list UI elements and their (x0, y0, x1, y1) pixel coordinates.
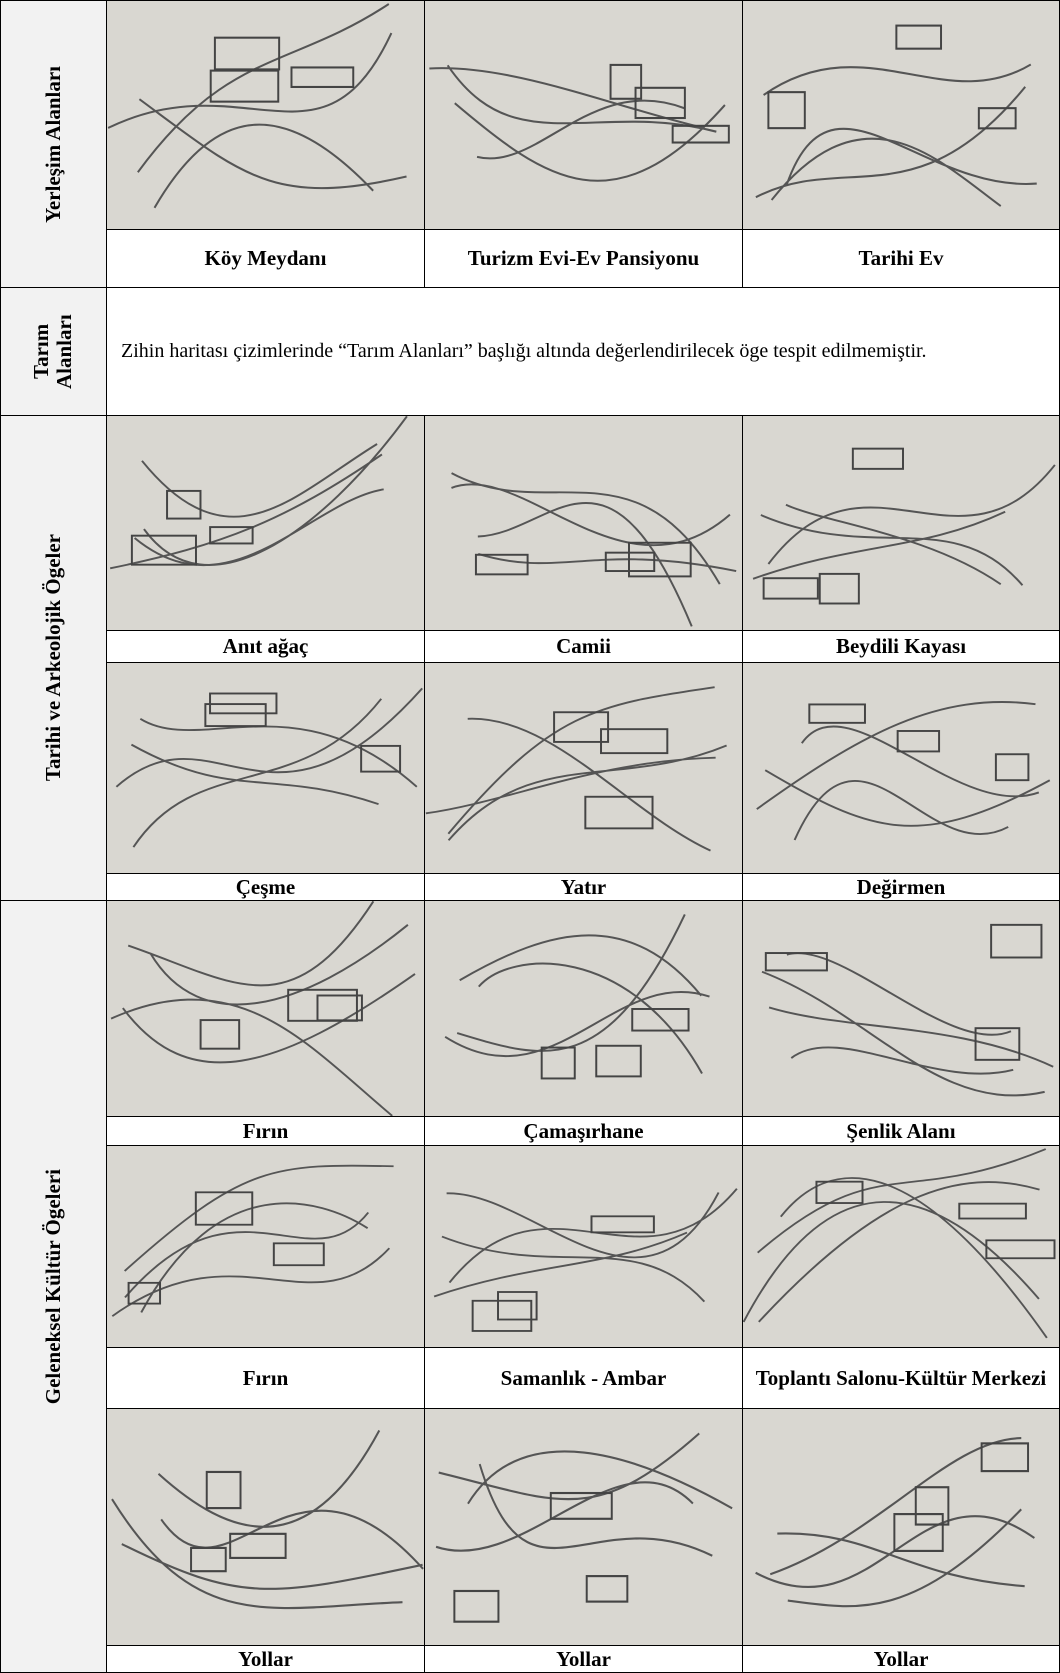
caption-text: Çamaşırhane (523, 1118, 644, 1143)
sketch (743, 1148, 1056, 1339)
caption-text: Toplantı Salonu-Kültür Merkezi (755, 1365, 1047, 1390)
sketch (761, 923, 1054, 1097)
caption: Köy Meydanı (107, 230, 425, 288)
section-text-content: Zihin haritası çizimlerinde “Tarım Alanl… (121, 340, 927, 362)
sketch-image (425, 1146, 743, 1348)
caption: Toplantı Salonu-Kültür Merkezi (743, 1348, 1060, 1409)
sketch (444, 913, 710, 1080)
sketch (433, 1188, 738, 1332)
caption: Camii (425, 631, 743, 663)
sketch-image (425, 1409, 743, 1646)
caption: Tarihi Ev (743, 230, 1060, 288)
caption-text: Değirmen (856, 874, 946, 899)
caption: Çeşme (107, 874, 425, 901)
caption: Samanlık - Ambar (425, 1348, 743, 1409)
sketch (111, 1164, 394, 1317)
caption-text: Camii (556, 634, 611, 659)
sketch (429, 63, 730, 182)
sketch-image (425, 416, 743, 631)
section-label-text: Yerleşim Alanları (40, 65, 65, 223)
sketch (110, 901, 416, 1116)
caption: Yollar (743, 1646, 1060, 1673)
section-label-text: Tarihi ve Arkeolojik Ögeler (40, 534, 65, 782)
sketch-image (425, 901, 743, 1117)
sketch-image (107, 416, 425, 631)
caption-text: Turizm Evi-Ev Pansiyonu (467, 246, 700, 271)
caption: Fırın (107, 1117, 425, 1146)
caption-text: Tarihi Ev (858, 246, 944, 271)
caption-text: Fırın (242, 1365, 289, 1390)
section-label: Tarihi ve Arkeolojik Ögeler (0, 416, 107, 901)
caption-text: Yollar (873, 1646, 929, 1671)
caption-text: Anıt ağaç (222, 634, 309, 659)
sketch (755, 24, 1037, 207)
section-label: Yerleşim Alanları (0, 1, 107, 288)
sketch-image (425, 663, 743, 874)
sketch (451, 472, 737, 627)
caption: Turizm Evi-Ev Pansiyonu (425, 230, 743, 288)
sketch-image (107, 663, 425, 874)
sketch-image (425, 1, 743, 230)
sketch-image (743, 1409, 1060, 1646)
caption-text: Yollar (238, 1646, 293, 1671)
sketch (107, 3, 407, 209)
caption: Anıt ağaç (107, 631, 425, 663)
caption-text: Yatır (560, 874, 607, 899)
sketch (756, 701, 1051, 841)
section-label: Tarım Alanları (0, 288, 107, 416)
caption: Yatır (425, 874, 743, 901)
sketch-image (107, 901, 425, 1117)
sketch (115, 687, 423, 848)
sketch (755, 1437, 1035, 1608)
sketch (752, 447, 1056, 605)
caption: Çamaşırhane (425, 1117, 743, 1146)
caption-text: Fırın (242, 1118, 289, 1143)
caption-text: Beydili Kayası (835, 634, 967, 659)
sketch (435, 1432, 733, 1623)
caption-text: Köy Meydanı (204, 246, 327, 271)
caption-text: Şenlik Alanı (846, 1118, 956, 1143)
caption: Yollar (425, 1646, 743, 1673)
caption: Şenlik Alanı (743, 1117, 1060, 1146)
section-label: Geleneksel Kültür Ögeleri (0, 901, 107, 1673)
caption: Yollar (107, 1646, 425, 1673)
sketch-image (743, 663, 1060, 874)
caption-text: Çeşme (235, 874, 296, 899)
sketch-image (743, 416, 1060, 631)
caption: Fırın (107, 1348, 425, 1409)
section-label-text: Tarım Alanları (29, 314, 77, 389)
sketch (111, 1429, 424, 1610)
section-text: Zihin haritası çizimlerinde “Tarım Alanl… (107, 288, 1060, 416)
caption: Beydili Kayası (743, 631, 1060, 663)
section-label-text: Geleneksel Kültür Ögeleri (40, 1168, 65, 1405)
sketch (109, 416, 408, 570)
sketch-image (743, 901, 1060, 1117)
caption: Değirmen (743, 874, 1060, 901)
sketch-image (107, 1, 425, 230)
sketch (425, 686, 727, 852)
caption-text: Samanlık - Ambar (500, 1365, 667, 1390)
sketch-image (107, 1409, 425, 1646)
caption-text: Yollar (556, 1646, 611, 1671)
sketch-image (743, 1, 1060, 230)
sketch-image (743, 1146, 1060, 1348)
sketch-image (107, 1146, 425, 1348)
